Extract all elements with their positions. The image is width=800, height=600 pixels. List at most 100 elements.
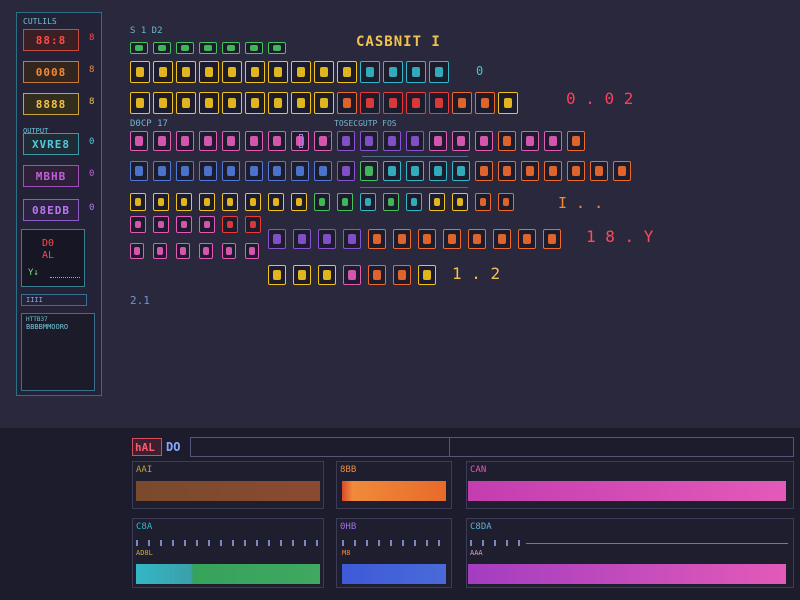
step-cell[interactable] <box>429 193 445 211</box>
step-cell[interactable] <box>245 243 259 259</box>
step-cell[interactable] <box>314 131 332 151</box>
step-cell[interactable] <box>130 92 150 114</box>
step-cell[interactable] <box>360 131 378 151</box>
step-cell[interactable] <box>452 161 470 181</box>
step-cell[interactable] <box>245 42 263 54</box>
side-button-4[interactable]: XVRE8 <box>23 133 79 155</box>
step-cell[interactable] <box>222 161 240 181</box>
step-cell[interactable] <box>406 131 424 151</box>
step-cell[interactable] <box>153 92 173 114</box>
step-cell[interactable] <box>360 92 380 114</box>
step-cell[interactable] <box>245 216 261 233</box>
step-cell[interactable] <box>176 193 192 211</box>
step-cell[interactable] <box>406 161 424 181</box>
step-cell[interactable] <box>452 92 472 114</box>
step-cell[interactable] <box>130 131 148 151</box>
step-cell[interactable] <box>130 193 146 211</box>
step-cell[interactable] <box>337 92 357 114</box>
step-cell[interactable] <box>153 216 169 233</box>
step-cell[interactable] <box>343 265 361 285</box>
step-cell[interactable] <box>318 229 336 249</box>
side-button-1[interactable]: 88:8 <box>23 29 79 51</box>
step-cell[interactable] <box>199 193 215 211</box>
step-cell[interactable] <box>368 265 386 285</box>
side-button-5[interactable]: MBHB <box>23 165 79 187</box>
channel-level-meter[interactable] <box>468 564 786 584</box>
step-cell[interactable] <box>130 61 150 83</box>
side-button-6[interactable]: 08EDB <box>23 199 79 221</box>
step-cell[interactable] <box>383 193 399 211</box>
step-cell[interactable] <box>293 265 311 285</box>
side-button-3[interactable]: 8888 <box>23 93 79 115</box>
step-cell[interactable] <box>498 193 514 211</box>
step-cell[interactable] <box>393 229 411 249</box>
step-cell[interactable] <box>383 131 401 151</box>
step-cell[interactable] <box>291 61 311 83</box>
step-cell[interactable] <box>406 193 422 211</box>
step-cell[interactable] <box>268 161 286 181</box>
step-cell[interactable] <box>245 161 263 181</box>
step-cell[interactable] <box>245 61 265 83</box>
step-cell[interactable] <box>222 216 238 233</box>
step-cell[interactable] <box>199 92 219 114</box>
step-cell[interactable] <box>418 265 436 285</box>
step-cell[interactable] <box>199 131 217 151</box>
step-cell[interactable] <box>360 193 376 211</box>
side-button-2[interactable]: 0008 <box>23 61 79 83</box>
step-cell[interactable] <box>521 131 539 151</box>
step-cell[interactable] <box>153 243 167 259</box>
step-cell[interactable] <box>544 131 562 151</box>
step-cell[interactable] <box>498 131 516 151</box>
side-progress-bar[interactable]: IIII <box>21 294 87 306</box>
step-cell[interactable] <box>518 229 536 249</box>
step-cell[interactable] <box>418 229 436 249</box>
step-cell[interactable] <box>429 61 449 83</box>
step-cell[interactable] <box>268 193 284 211</box>
step-cell[interactable] <box>176 243 190 259</box>
step-cell[interactable] <box>130 216 146 233</box>
step-cell[interactable] <box>268 92 288 114</box>
step-cell[interactable] <box>222 61 242 83</box>
step-cell[interactable] <box>153 61 173 83</box>
step-cell[interactable] <box>176 92 196 114</box>
step-cell[interactable] <box>567 131 585 151</box>
step-cell[interactable] <box>406 92 426 114</box>
step-cell[interactable] <box>337 131 355 151</box>
step-cell[interactable] <box>360 61 380 83</box>
step-cell[interactable] <box>314 193 330 211</box>
step-cell[interactable] <box>268 61 288 83</box>
active-tab[interactable]: hAL <box>132 438 162 456</box>
step-cell[interactable] <box>199 61 219 83</box>
channel-level-meter[interactable] <box>342 481 446 501</box>
step-cell[interactable] <box>429 161 447 181</box>
step-cell[interactable] <box>268 229 286 249</box>
step-cell[interactable] <box>222 131 240 151</box>
step-cell[interactable] <box>222 92 242 114</box>
step-cell[interactable] <box>268 42 286 54</box>
channel-level-meter[interactable] <box>342 564 446 584</box>
step-cell[interactable] <box>543 229 561 249</box>
step-cell[interactable] <box>222 193 238 211</box>
step-cell[interactable] <box>314 92 334 114</box>
step-cell[interactable] <box>199 216 215 233</box>
step-cell[interactable] <box>153 193 169 211</box>
step-cell[interactable] <box>153 161 171 181</box>
step-cell[interactable] <box>176 161 194 181</box>
channel-level-meter[interactable] <box>136 481 320 501</box>
step-cell[interactable] <box>337 193 353 211</box>
step-cell[interactable] <box>406 61 426 83</box>
step-cell[interactable] <box>130 42 148 54</box>
step-cell[interactable] <box>429 92 449 114</box>
step-cell[interactable] <box>383 161 401 181</box>
step-cell[interactable] <box>521 161 539 181</box>
step-cell[interactable] <box>293 229 311 249</box>
step-cell[interactable] <box>452 131 470 151</box>
step-cell[interactable] <box>318 265 336 285</box>
step-cell[interactable] <box>613 161 631 181</box>
step-cell[interactable] <box>475 193 491 211</box>
step-cell[interactable] <box>360 161 378 181</box>
step-cell[interactable] <box>337 61 357 83</box>
step-cell[interactable] <box>222 243 236 259</box>
step-cell[interactable] <box>452 193 468 211</box>
step-cell[interactable] <box>498 161 516 181</box>
